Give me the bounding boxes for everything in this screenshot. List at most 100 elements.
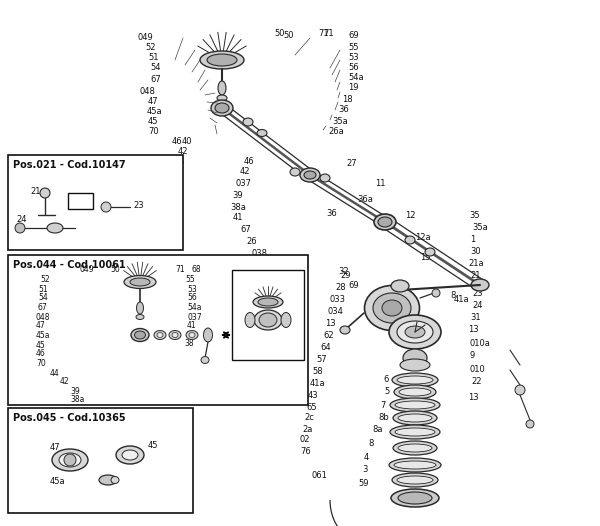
Ellipse shape (405, 326, 425, 338)
Text: 54a: 54a (348, 74, 364, 83)
Text: 42: 42 (60, 378, 70, 387)
Ellipse shape (393, 411, 437, 425)
Text: 049: 049 (80, 266, 95, 275)
Text: 35a: 35a (332, 116, 348, 126)
Text: 71: 71 (318, 28, 329, 37)
Text: 45: 45 (36, 340, 46, 349)
Ellipse shape (394, 385, 436, 399)
Ellipse shape (200, 51, 244, 69)
Circle shape (515, 385, 525, 395)
Text: 67: 67 (38, 302, 48, 311)
Text: 36: 36 (326, 209, 337, 218)
Text: 7: 7 (380, 400, 385, 410)
Text: 51: 51 (38, 285, 47, 294)
Ellipse shape (320, 174, 330, 182)
Ellipse shape (116, 446, 144, 464)
Text: 47: 47 (36, 321, 46, 330)
Text: 13: 13 (468, 392, 479, 401)
Text: 54: 54 (150, 64, 161, 73)
Text: 35a: 35a (472, 224, 488, 232)
Ellipse shape (169, 330, 181, 339)
Text: 44: 44 (175, 157, 185, 167)
Text: 21: 21 (470, 271, 481, 280)
Ellipse shape (378, 217, 392, 227)
Text: 22: 22 (471, 378, 482, 387)
Text: 42: 42 (178, 147, 188, 157)
Ellipse shape (154, 330, 166, 339)
Ellipse shape (397, 376, 433, 384)
Ellipse shape (259, 313, 277, 327)
Ellipse shape (300, 168, 320, 182)
Text: 12: 12 (405, 210, 415, 219)
Text: 58: 58 (312, 368, 323, 377)
Ellipse shape (405, 236, 415, 244)
Text: 68: 68 (191, 266, 200, 275)
Text: 2c: 2c (304, 413, 314, 422)
Ellipse shape (245, 312, 255, 328)
Text: 40: 40 (182, 137, 193, 147)
Text: 44: 44 (50, 369, 60, 378)
Text: 27: 27 (346, 158, 356, 167)
Text: 26: 26 (246, 238, 257, 247)
Ellipse shape (389, 315, 441, 349)
Ellipse shape (281, 312, 291, 328)
Text: 41: 41 (187, 321, 197, 330)
Text: 29: 29 (340, 271, 350, 280)
Text: 54a: 54a (187, 302, 202, 311)
Text: 45: 45 (148, 116, 158, 126)
Text: 13: 13 (468, 326, 479, 335)
Ellipse shape (373, 293, 411, 323)
Text: 24: 24 (472, 300, 482, 309)
Ellipse shape (211, 100, 233, 116)
Ellipse shape (425, 248, 435, 256)
Text: 52: 52 (145, 44, 155, 53)
Ellipse shape (398, 492, 432, 504)
Ellipse shape (215, 103, 229, 113)
Text: 3: 3 (362, 466, 367, 474)
Text: 56: 56 (187, 294, 197, 302)
Text: 50: 50 (283, 32, 293, 41)
Text: 39: 39 (232, 190, 242, 199)
Ellipse shape (400, 359, 430, 371)
Text: 51: 51 (148, 54, 158, 63)
Ellipse shape (397, 321, 433, 343)
Bar (8, 255, 308, 405)
Text: 037: 037 (235, 178, 251, 187)
Text: 38a: 38a (70, 396, 85, 404)
Ellipse shape (382, 300, 402, 316)
Bar (8, 155, 183, 250)
Ellipse shape (217, 95, 227, 101)
Ellipse shape (186, 330, 198, 339)
Ellipse shape (59, 453, 81, 467)
Text: 31: 31 (470, 313, 481, 322)
Text: 8: 8 (450, 290, 455, 299)
Text: 56: 56 (348, 63, 359, 72)
Ellipse shape (99, 475, 117, 485)
Text: 11: 11 (375, 178, 386, 187)
Text: 47: 47 (148, 96, 158, 106)
Ellipse shape (393, 441, 437, 455)
Text: 30: 30 (470, 248, 481, 257)
Text: 26a: 26a (328, 127, 344, 137)
Ellipse shape (290, 168, 300, 176)
Text: 033: 033 (330, 296, 346, 305)
Text: 034: 034 (328, 308, 344, 317)
Ellipse shape (365, 286, 419, 330)
Ellipse shape (207, 54, 237, 66)
Text: 67: 67 (240, 226, 251, 235)
Circle shape (15, 223, 25, 233)
Text: 17: 17 (262, 260, 272, 269)
Text: 42: 42 (240, 167, 251, 177)
Text: 21a: 21a (30, 187, 46, 197)
Ellipse shape (134, 331, 146, 339)
Ellipse shape (131, 329, 149, 341)
Text: Pos.044 - Cod.10061: Pos.044 - Cod.10061 (13, 260, 125, 270)
Circle shape (101, 202, 111, 212)
Text: 048: 048 (140, 86, 156, 96)
Text: 8a: 8a (372, 426, 383, 434)
Ellipse shape (157, 332, 163, 338)
Text: 061: 061 (312, 470, 328, 480)
Text: 9: 9 (470, 350, 475, 359)
Text: 8b: 8b (378, 413, 389, 422)
Text: 69: 69 (348, 280, 359, 289)
